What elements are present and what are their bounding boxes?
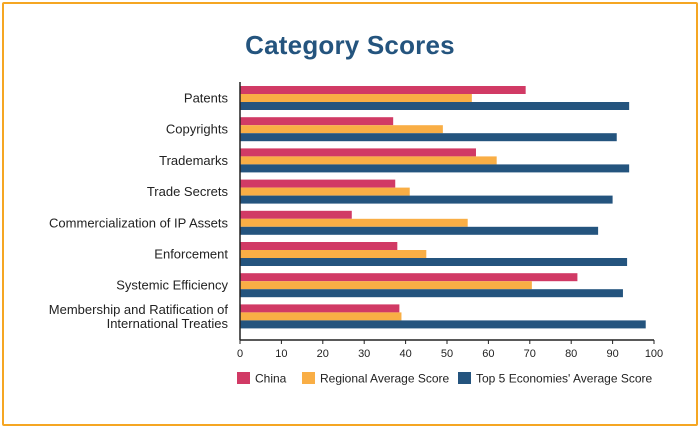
bar-1-6: [240, 281, 532, 290]
x-tick-label-7: 70: [524, 348, 536, 360]
category-label-1-0: Copyrights: [166, 122, 229, 137]
bar-0-0: [240, 86, 526, 94]
bar-0-1: [240, 117, 394, 126]
category-label-3-0: Trade Secrets: [147, 184, 229, 199]
x-tick-label-9: 90: [606, 348, 618, 360]
legend-label-1: Regional Average Score: [320, 372, 450, 386]
category-label-2-0: Trademarks: [159, 153, 228, 168]
legend-label-0: China: [255, 372, 287, 386]
bar-2-5: [240, 258, 628, 266]
category-labels: Patents Copyrights Trademarks Trade Secrets…: [49, 91, 229, 331]
x-tick-label-0: 0: [237, 348, 243, 360]
x-tick-label-4: 40: [399, 348, 411, 360]
bar-0-6: [240, 273, 578, 282]
legend-swatch-0: [237, 372, 250, 384]
bar-1-3: [240, 187, 410, 196]
bar-0-2: [240, 148, 476, 157]
legend-label-2: Top 5 Economies' Average Score: [476, 372, 653, 386]
bar-2-7: [240, 320, 646, 329]
x-ticks: 0 10 20 30 40 50 60 70 80 90 100: [237, 340, 663, 360]
category-label-7-1: International Treaties: [107, 316, 229, 331]
bar-2-6: [240, 289, 623, 298]
x-tick-label-2: 20: [317, 348, 329, 360]
x-tick-label-3: 30: [358, 348, 370, 360]
category-label-5-0: Enforcement: [154, 247, 228, 262]
bar-2-1: [240, 133, 617, 142]
bar-0-3: [240, 179, 396, 188]
x-tick-label-8: 80: [565, 348, 577, 360]
category-label-4-0: Commercialization of IP Assets: [49, 215, 228, 230]
bar-2-0: [240, 102, 630, 110]
bar-1-2: [240, 156, 497, 165]
x-tick-label-10: 100: [645, 348, 663, 360]
x-tick-label-6: 60: [482, 348, 494, 360]
bar-1-1: [240, 125, 443, 134]
legend: China Regional Average Score Top 5 Economi…: [237, 372, 653, 386]
x-tick-label-1: 10: [275, 348, 287, 360]
legend-swatch-1: [302, 372, 315, 384]
bar-2-3: [240, 195, 613, 204]
bar-1-5: [240, 250, 427, 258]
bar-0-4: [240, 210, 352, 219]
chart-title: Category Scores: [245, 30, 455, 60]
bar-0-7: [240, 304, 400, 313]
bar-2-2: [240, 164, 630, 173]
bar-1-4: [240, 218, 468, 227]
category-label-6-0: Systemic Efficiency: [116, 278, 228, 293]
x-tick-label-5: 50: [441, 348, 453, 360]
bar-0-5: [240, 242, 398, 250]
bar-2-4: [240, 226, 599, 235]
bars-layer: [240, 86, 646, 329]
category-label-7-0: Membership and Ratification of: [49, 302, 229, 317]
legend-swatch-2: [458, 372, 471, 384]
bar-1-7: [240, 312, 402, 321]
bar-1-0: [240, 94, 472, 102]
category-label-0-0: Patents: [184, 91, 229, 106]
